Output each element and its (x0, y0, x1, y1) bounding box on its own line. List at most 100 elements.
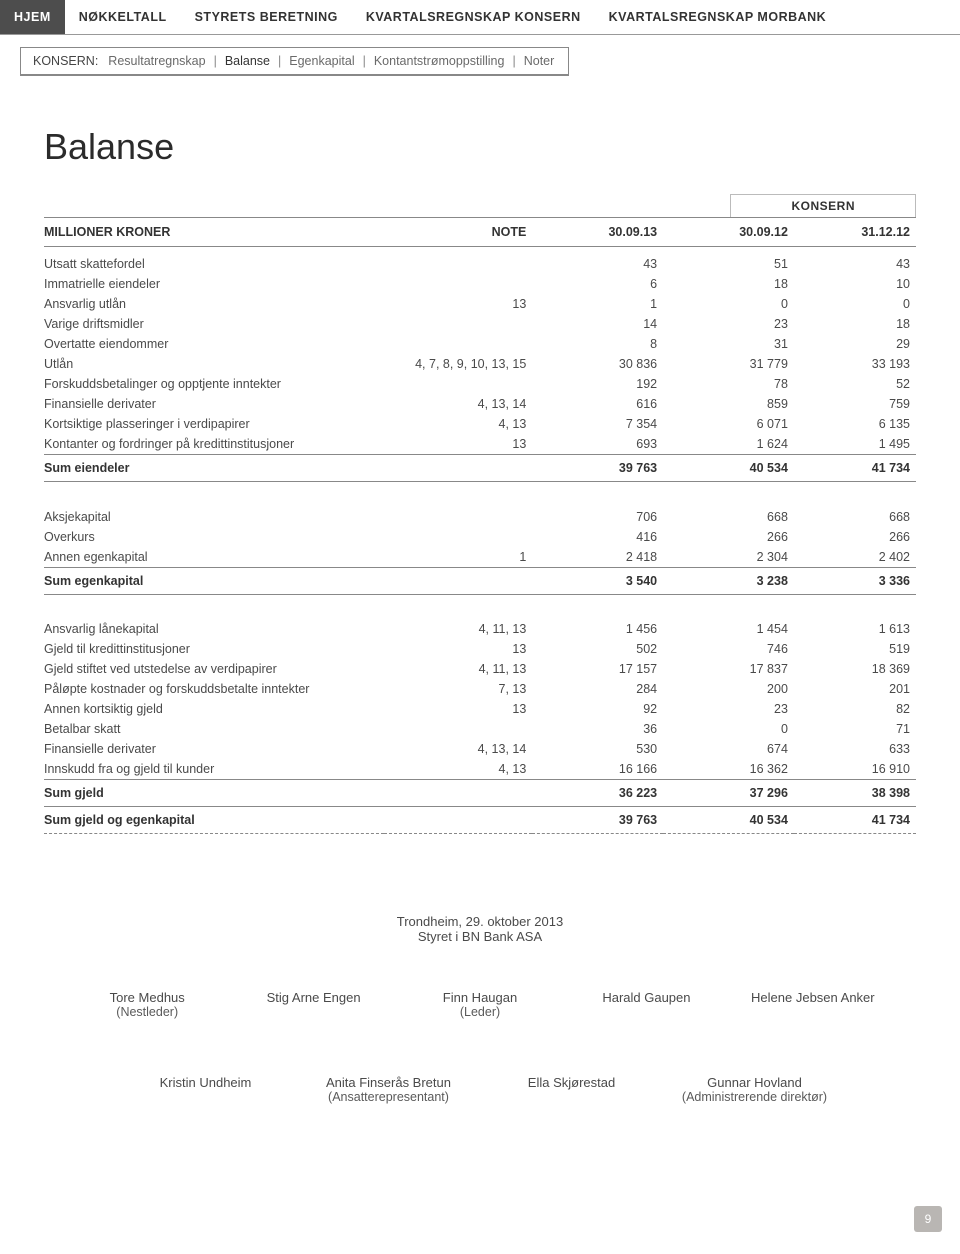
row-label: Forskuddsbetalinger og opptjente inntekt… (44, 374, 384, 394)
subnav-item[interactable]: Kontantstrømoppstilling (374, 54, 505, 68)
signatory-name: Kristin Undheim (114, 1075, 297, 1090)
signatory-role: (Ansatterepresentant) (297, 1090, 480, 1104)
subnav-item[interactable]: Noter (524, 54, 555, 68)
table-row: Varige driftsmidler142318 (44, 314, 916, 334)
col-header: 31.12.12 (794, 218, 916, 247)
row-label: Gjeld til kredittinstitusjoner (44, 639, 384, 659)
row-note (384, 247, 532, 275)
subnav-label: KONSERN: (33, 54, 98, 68)
row-label: Gjeld stiftet ved utstedelse av verdipap… (44, 659, 384, 679)
sum-value: 3 238 (663, 567, 794, 594)
signatory-row: Tore Medhus(Nestleder)Stig Arne EngenFin… (64, 990, 896, 1019)
table-row: Ansvarlig lånekapital4, 11, 131 4561 454… (44, 612, 916, 639)
signatory: Harald Gaupen (563, 990, 729, 1019)
konsern-box-label: KONSERN (730, 194, 916, 217)
row-value: 0 (663, 294, 794, 314)
row-note (384, 374, 532, 394)
signatory: Stig Arne Engen (230, 990, 396, 1019)
row-value: 1 495 (794, 434, 916, 455)
row-value: 668 (794, 500, 916, 527)
row-value: 43 (532, 247, 663, 275)
row-label: Immatrielle eiendeler (44, 274, 384, 294)
signatory-name: Stig Arne Engen (230, 990, 396, 1005)
page-title: Balanse (44, 126, 916, 168)
signatory-role: (Leder) (397, 1005, 563, 1019)
subnav-item[interactable]: Balanse (225, 54, 270, 68)
row-label: Annen kortsiktig gjeld (44, 699, 384, 719)
row-value: 31 779 (663, 354, 794, 374)
row-label: Overtatte eiendommer (44, 334, 384, 354)
row-value: 16 910 (794, 759, 916, 780)
table-row: Innskudd fra og gjeld til kunder4, 13 16 … (44, 759, 916, 780)
row-note: 13 (384, 639, 532, 659)
sum-label: Sum gjeld (44, 780, 384, 807)
row-value: 51 (663, 247, 794, 275)
sum-value: 41 734 (794, 455, 916, 482)
row-label: Varige driftsmidler (44, 314, 384, 334)
row-label: Innskudd fra og gjeld til kunder (44, 759, 384, 780)
subnav-item[interactable]: Egenkapital (289, 54, 354, 68)
signatory: Helene Jebsen Anker (730, 990, 896, 1019)
nav-tab-konsern[interactable]: KVARTALSREGNSKAP KONSERN (352, 0, 595, 34)
row-label: Betalbar skatt (44, 719, 384, 739)
signing-board: Styret i BN Bank ASA (44, 929, 916, 944)
row-value: 693 (532, 434, 663, 455)
nav-tab-styrets[interactable]: STYRETS BERETNING (181, 0, 352, 34)
nav-tab-hjem[interactable]: HJEM (0, 0, 65, 34)
sub-nav: KONSERN: Resultatregnskap | Balanse | Eg… (20, 47, 569, 76)
nav-tab-nokkeltall[interactable]: NØKKELTALL (65, 0, 181, 34)
signatory-name: Helene Jebsen Anker (730, 990, 896, 1005)
row-note (384, 500, 532, 527)
table-row: Finansielle derivater4, 13, 14530674633 (44, 739, 916, 759)
row-value: 1 456 (532, 612, 663, 639)
row-value: 530 (532, 739, 663, 759)
sum-value: 38 398 (794, 780, 916, 807)
table-row: Overkurs416266266 (44, 527, 916, 547)
subnav-item[interactable]: Resultatregnskap (108, 54, 205, 68)
balance-table: MILLIONER KRONER NOTE 30.09.13 30.09.12 … (44, 217, 916, 834)
row-value: 17 157 (532, 659, 663, 679)
row-value: 266 (663, 527, 794, 547)
row-label: Annen egenkapital (44, 547, 384, 568)
sum-value: 36 223 (532, 780, 663, 807)
table-sum-row: Sum eiendeler39 76340 53441 734 (44, 455, 916, 482)
signatory-name: Finn Haugan (397, 990, 563, 1005)
row-value: 17 837 (663, 659, 794, 679)
row-note: 4, 11, 13 (384, 659, 532, 679)
table-row: Ansvarlig utlån13100 (44, 294, 916, 314)
row-label: Aksjekapital (44, 500, 384, 527)
table-row: Utsatt skattefordel435143 (44, 247, 916, 275)
signatory-name: Ella Skjørestad (480, 1075, 663, 1090)
nav-tab-morbank[interactable]: KVARTALSREGNSKAP MORBANK (595, 0, 841, 34)
row-value: 746 (663, 639, 794, 659)
row-value: 266 (794, 527, 916, 547)
row-value: 7 354 (532, 414, 663, 434)
row-value: 668 (663, 500, 794, 527)
row-value: 18 (663, 274, 794, 294)
row-value: 6 071 (663, 414, 794, 434)
row-value: 82 (794, 699, 916, 719)
row-value: 8 (532, 334, 663, 354)
row-note: 4, 13, 14 (384, 739, 532, 759)
row-value: 2 402 (794, 547, 916, 568)
row-value: 674 (663, 739, 794, 759)
signatory-name: Harald Gaupen (563, 990, 729, 1005)
row-note: 4, 13 (384, 759, 532, 780)
row-value: 1 (532, 294, 663, 314)
sum-label: Sum eiendeler (44, 455, 384, 482)
table-row: Aksjekapital706668668 (44, 500, 916, 527)
row-value: 31 (663, 334, 794, 354)
row-value: 2 418 (532, 547, 663, 568)
row-value: 859 (663, 394, 794, 414)
row-note: 4, 11, 13 (384, 612, 532, 639)
row-label: Kontanter og fordringer på kredittinstit… (44, 434, 384, 455)
row-label: Kortsiktige plasseringer i verdipapirer (44, 414, 384, 434)
row-value: 29 (794, 334, 916, 354)
row-note: 7, 13 (384, 679, 532, 699)
row-note: 4, 13, 14 (384, 394, 532, 414)
signatory-name: Tore Medhus (64, 990, 230, 1005)
table-row: Kortsiktige plasseringer i verdipapirer4… (44, 414, 916, 434)
table-row: Overtatte eiendommer 83129 (44, 334, 916, 354)
row-note: 13 (384, 434, 532, 455)
row-value: 14 (532, 314, 663, 334)
